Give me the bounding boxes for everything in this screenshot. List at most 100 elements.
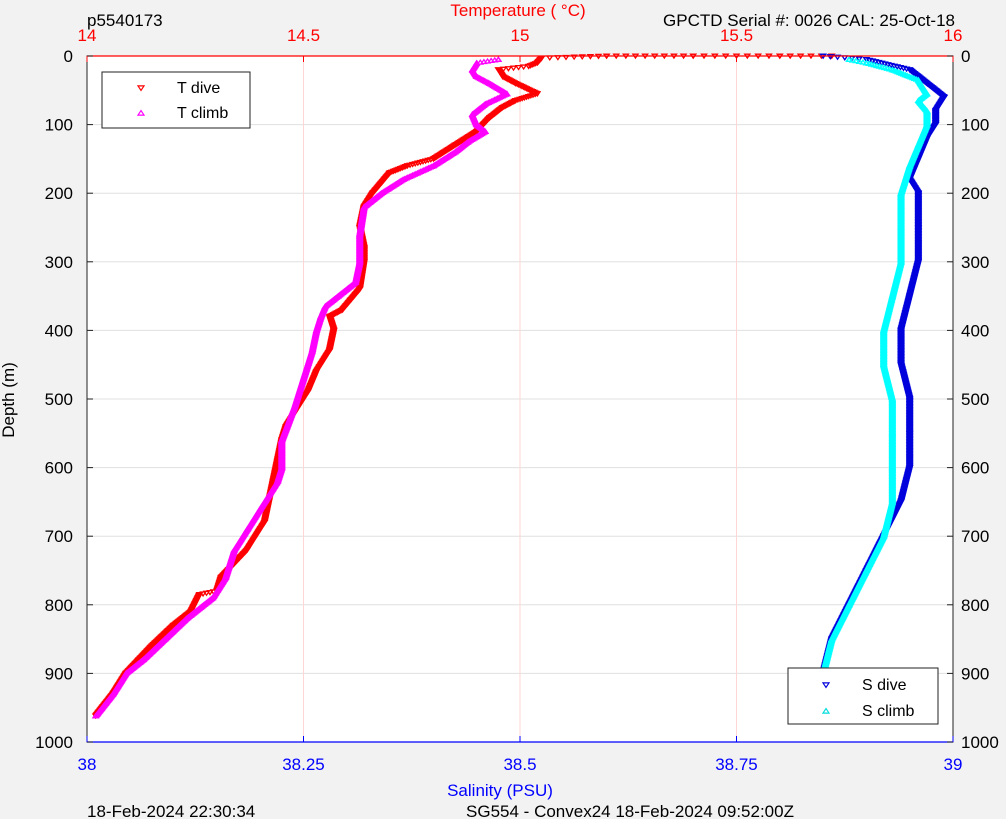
data-point (91, 712, 100, 719)
data-point (494, 67, 503, 73)
depth-tick-label-right: 500 (961, 390, 989, 409)
data-point (464, 138, 472, 145)
data-point (230, 546, 239, 553)
data-point (139, 656, 148, 663)
data-point (334, 292, 342, 299)
data-point (862, 56, 871, 63)
temperature-tick-label: 14 (78, 26, 97, 45)
data-point (325, 348, 334, 355)
footer-timestamp: 18-Feb-2024 22:30:34 (87, 802, 255, 819)
data-point (208, 594, 217, 601)
data-point (161, 635, 169, 642)
data-point (221, 574, 230, 580)
legend-label-s-climb: S climb (862, 703, 915, 720)
data-point (260, 520, 269, 526)
data-point (472, 121, 481, 128)
data-point (351, 279, 360, 285)
data-point (905, 465, 914, 471)
data-point (299, 375, 308, 381)
data-point (481, 100, 490, 107)
series-marks (91, 53, 949, 720)
data-point (360, 203, 368, 210)
data-point (533, 60, 542, 67)
data-point (148, 643, 156, 650)
data-point (879, 361, 888, 368)
data-point (914, 141, 923, 148)
salinity-tick-label: 38 (78, 755, 97, 774)
temperature-axis-label: Temperature ( °C) (450, 1, 585, 20)
data-point (888, 292, 897, 299)
data-point (451, 148, 459, 155)
salinity-axis-label: Salinity (PSU) (447, 781, 553, 800)
data-point (278, 464, 286, 471)
data-point (377, 189, 386, 196)
data-point (308, 347, 316, 354)
depth-tick-label-right: 800 (961, 596, 989, 615)
data-point (845, 56, 853, 62)
data-point (312, 369, 321, 375)
data-point (897, 258, 905, 265)
salinity-legend: S dive S climb (787, 667, 939, 725)
data-point (429, 162, 438, 169)
depth-tick-label-left: 200 (45, 184, 73, 203)
depth-axis-label: Depth (m) (0, 362, 18, 438)
legend-marker-s-climb (821, 707, 831, 714)
footer-mission: SG554 - Convex24 18-Feb-2024 09:52:00Z (466, 802, 794, 819)
data-point (914, 97, 923, 104)
temperature-tick-label: 16 (944, 26, 963, 45)
data-point (451, 142, 459, 149)
data-point (940, 94, 949, 101)
data-point (888, 66, 897, 73)
data-point (269, 478, 278, 485)
temperature-tick-label: 14.5 (287, 26, 320, 45)
data-point (498, 74, 507, 80)
depth-tick-label-left: 900 (45, 664, 73, 683)
data-point (355, 231, 364, 237)
data-point (888, 498, 897, 505)
data-point (195, 592, 204, 598)
data-point (304, 389, 312, 396)
temperature-tick-label: 15 (511, 26, 530, 45)
series-t-climb (91, 56, 511, 719)
series-t-dive (91, 53, 836, 720)
depth-tick-label-left: 0 (64, 47, 73, 66)
temperature-tick-label: 15.5 (720, 26, 753, 45)
data-point (169, 622, 178, 629)
data-point (862, 59, 871, 66)
data-point (914, 259, 923, 266)
data-point (321, 303, 329, 309)
data-point (329, 327, 338, 334)
data-point (511, 98, 520, 104)
profile-id: p5540173 (87, 11, 163, 30)
depth-tick-label-left: 300 (45, 253, 73, 272)
data-point (503, 90, 511, 97)
data-point (182, 615, 191, 621)
salinity-tick-label: 38.25 (282, 755, 325, 774)
data-point (109, 690, 117, 697)
data-point (468, 66, 477, 73)
data-point (897, 189, 905, 196)
data-point (905, 67, 914, 73)
data-point (923, 135, 931, 142)
data-point (498, 104, 507, 111)
data-point (485, 115, 494, 121)
data-point (338, 307, 347, 314)
legend-marker-t-climb (136, 109, 146, 116)
data-point (399, 176, 407, 182)
data-point (931, 108, 940, 115)
data-point (533, 91, 542, 97)
temperature-legend: T dive T climb (101, 71, 251, 129)
data-point (897, 362, 905, 368)
depth-tick-label-left: 100 (45, 116, 73, 135)
depth-tick-label-right: 1000 (961, 733, 999, 752)
data-point (368, 190, 377, 197)
data-point (429, 156, 438, 163)
depth-tick-label-left: 400 (45, 321, 73, 340)
data-point (511, 80, 520, 87)
data-point (291, 402, 299, 409)
data-point (879, 532, 888, 539)
data-point (122, 670, 130, 676)
data-point (403, 163, 412, 170)
data-point (905, 430, 914, 437)
data-point (897, 327, 905, 334)
